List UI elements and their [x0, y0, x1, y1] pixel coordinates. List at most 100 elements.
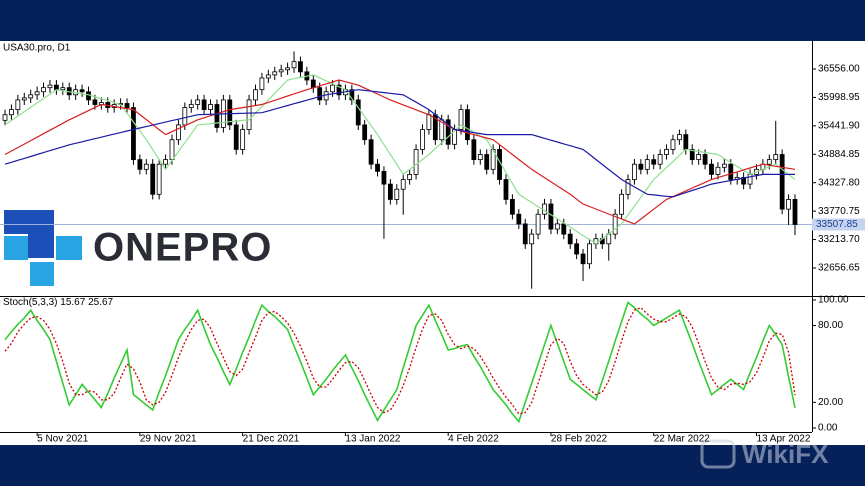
y-tick-label: 32656.65 — [818, 263, 860, 274]
candle-body — [336, 84, 342, 96]
y-tick-label: 33770.75 — [818, 206, 860, 217]
candle-body — [567, 233, 573, 245]
y-tick-label: 35441.90 — [818, 120, 860, 131]
candle-body — [163, 159, 168, 165]
candle-body — [670, 139, 676, 150]
candle-body — [773, 154, 779, 161]
indicator-d-value: 25.67 — [88, 297, 113, 308]
candle-body — [53, 84, 59, 91]
candle-body — [702, 154, 708, 165]
candle-body — [477, 154, 483, 161]
logo-icon — [4, 210, 28, 234]
candle-body — [60, 87, 66, 91]
logo-icon — [4, 236, 28, 260]
candle-body — [169, 139, 175, 161]
candle-body — [664, 149, 669, 155]
moving-average — [4, 79, 796, 225]
price-tag-label: 33507.85 — [816, 219, 858, 230]
candle-body — [272, 71, 278, 76]
candle-body — [233, 124, 239, 150]
candles — [2, 51, 798, 289]
watermark-text: WikiFX — [742, 439, 829, 469]
candle-body — [503, 179, 509, 200]
candle-body — [15, 99, 21, 111]
candle-body — [561, 223, 567, 235]
candle-body — [638, 163, 644, 170]
candle-body — [580, 253, 586, 265]
candle-body — [240, 129, 246, 150]
candle-body — [400, 179, 406, 190]
candle-body — [182, 107, 188, 126]
candle-body — [349, 89, 355, 101]
candle-body — [355, 99, 361, 126]
candle-body — [484, 154, 490, 170]
candle-body — [150, 163, 156, 195]
candle-body — [394, 188, 400, 200]
candle-body — [9, 109, 14, 116]
y-tick-label: 100.00 — [818, 295, 849, 306]
candle-body — [227, 99, 233, 126]
candle-body — [490, 149, 496, 170]
candle-body — [548, 203, 554, 230]
x-tick-label: 13 Apr 2022 — [756, 434, 810, 445]
x-tick-label: 29 Nov 2021 — [140, 434, 197, 445]
candle-body — [554, 223, 560, 230]
y-tick-label: 0.00 — [818, 423, 838, 434]
candle-body — [285, 67, 291, 71]
y-tick-label: 33213.70 — [818, 234, 860, 245]
moving-average — [4, 74, 796, 245]
candle-body — [728, 163, 734, 180]
candle-body — [124, 103, 130, 108]
watermark-icon — [700, 439, 736, 469]
candle-body — [625, 179, 631, 195]
candle-body — [330, 84, 335, 93]
watermark: WikiFX — [700, 439, 829, 469]
candle-body — [188, 104, 194, 108]
candle-body — [683, 134, 689, 150]
candle-body — [535, 213, 541, 235]
candle-body — [696, 154, 702, 161]
candle-body — [246, 99, 252, 130]
candle-body — [644, 159, 650, 170]
logo-text: ONEPRO — [93, 226, 272, 270]
candle-body — [176, 124, 181, 141]
candle-body — [792, 199, 798, 225]
candle-body — [34, 91, 40, 96]
candle-body — [92, 99, 98, 105]
y-tick-label: 35998.95 — [818, 92, 860, 103]
candle-body — [41, 87, 46, 93]
candle-body — [195, 99, 201, 105]
candle-body — [786, 199, 791, 210]
candle-body — [47, 84, 53, 89]
candle-body — [587, 243, 592, 265]
candle-body — [709, 163, 714, 175]
candle-body — [368, 139, 374, 165]
logo-icon — [30, 262, 54, 286]
indicator-title: Stoch(5,3,3) 15.67 25.67 — [3, 297, 114, 308]
indicator-name: Stoch(5,3,3) — [3, 297, 57, 308]
candle-body — [137, 159, 143, 170]
candle-body — [747, 174, 753, 185]
candle-body — [426, 114, 432, 130]
candle-body — [471, 139, 477, 161]
chart-title: USA30.pro, D1 — [3, 43, 71, 54]
candle-body — [278, 69, 284, 73]
x-tick-label: 22 Mar 2022 — [654, 434, 711, 445]
logo-icon — [28, 234, 54, 258]
x-tick-label: 28 Feb 2022 — [551, 434, 608, 445]
candle-body — [407, 174, 413, 180]
logo: ONEPRO — [4, 210, 272, 286]
candle-body — [516, 213, 522, 225]
x-tick-label: 21 Dec 2021 — [243, 434, 300, 445]
candle-body — [291, 61, 297, 69]
price-tag — [812, 218, 865, 231]
x-tick-label: 5 Nov 2021 — [37, 434, 89, 445]
candle-body — [657, 154, 663, 165]
candle-body — [208, 104, 213, 111]
candle-body — [779, 154, 785, 210]
candle-body — [458, 109, 464, 130]
candle-body — [509, 199, 515, 215]
indicator-k-value: 15.67 — [60, 297, 85, 308]
